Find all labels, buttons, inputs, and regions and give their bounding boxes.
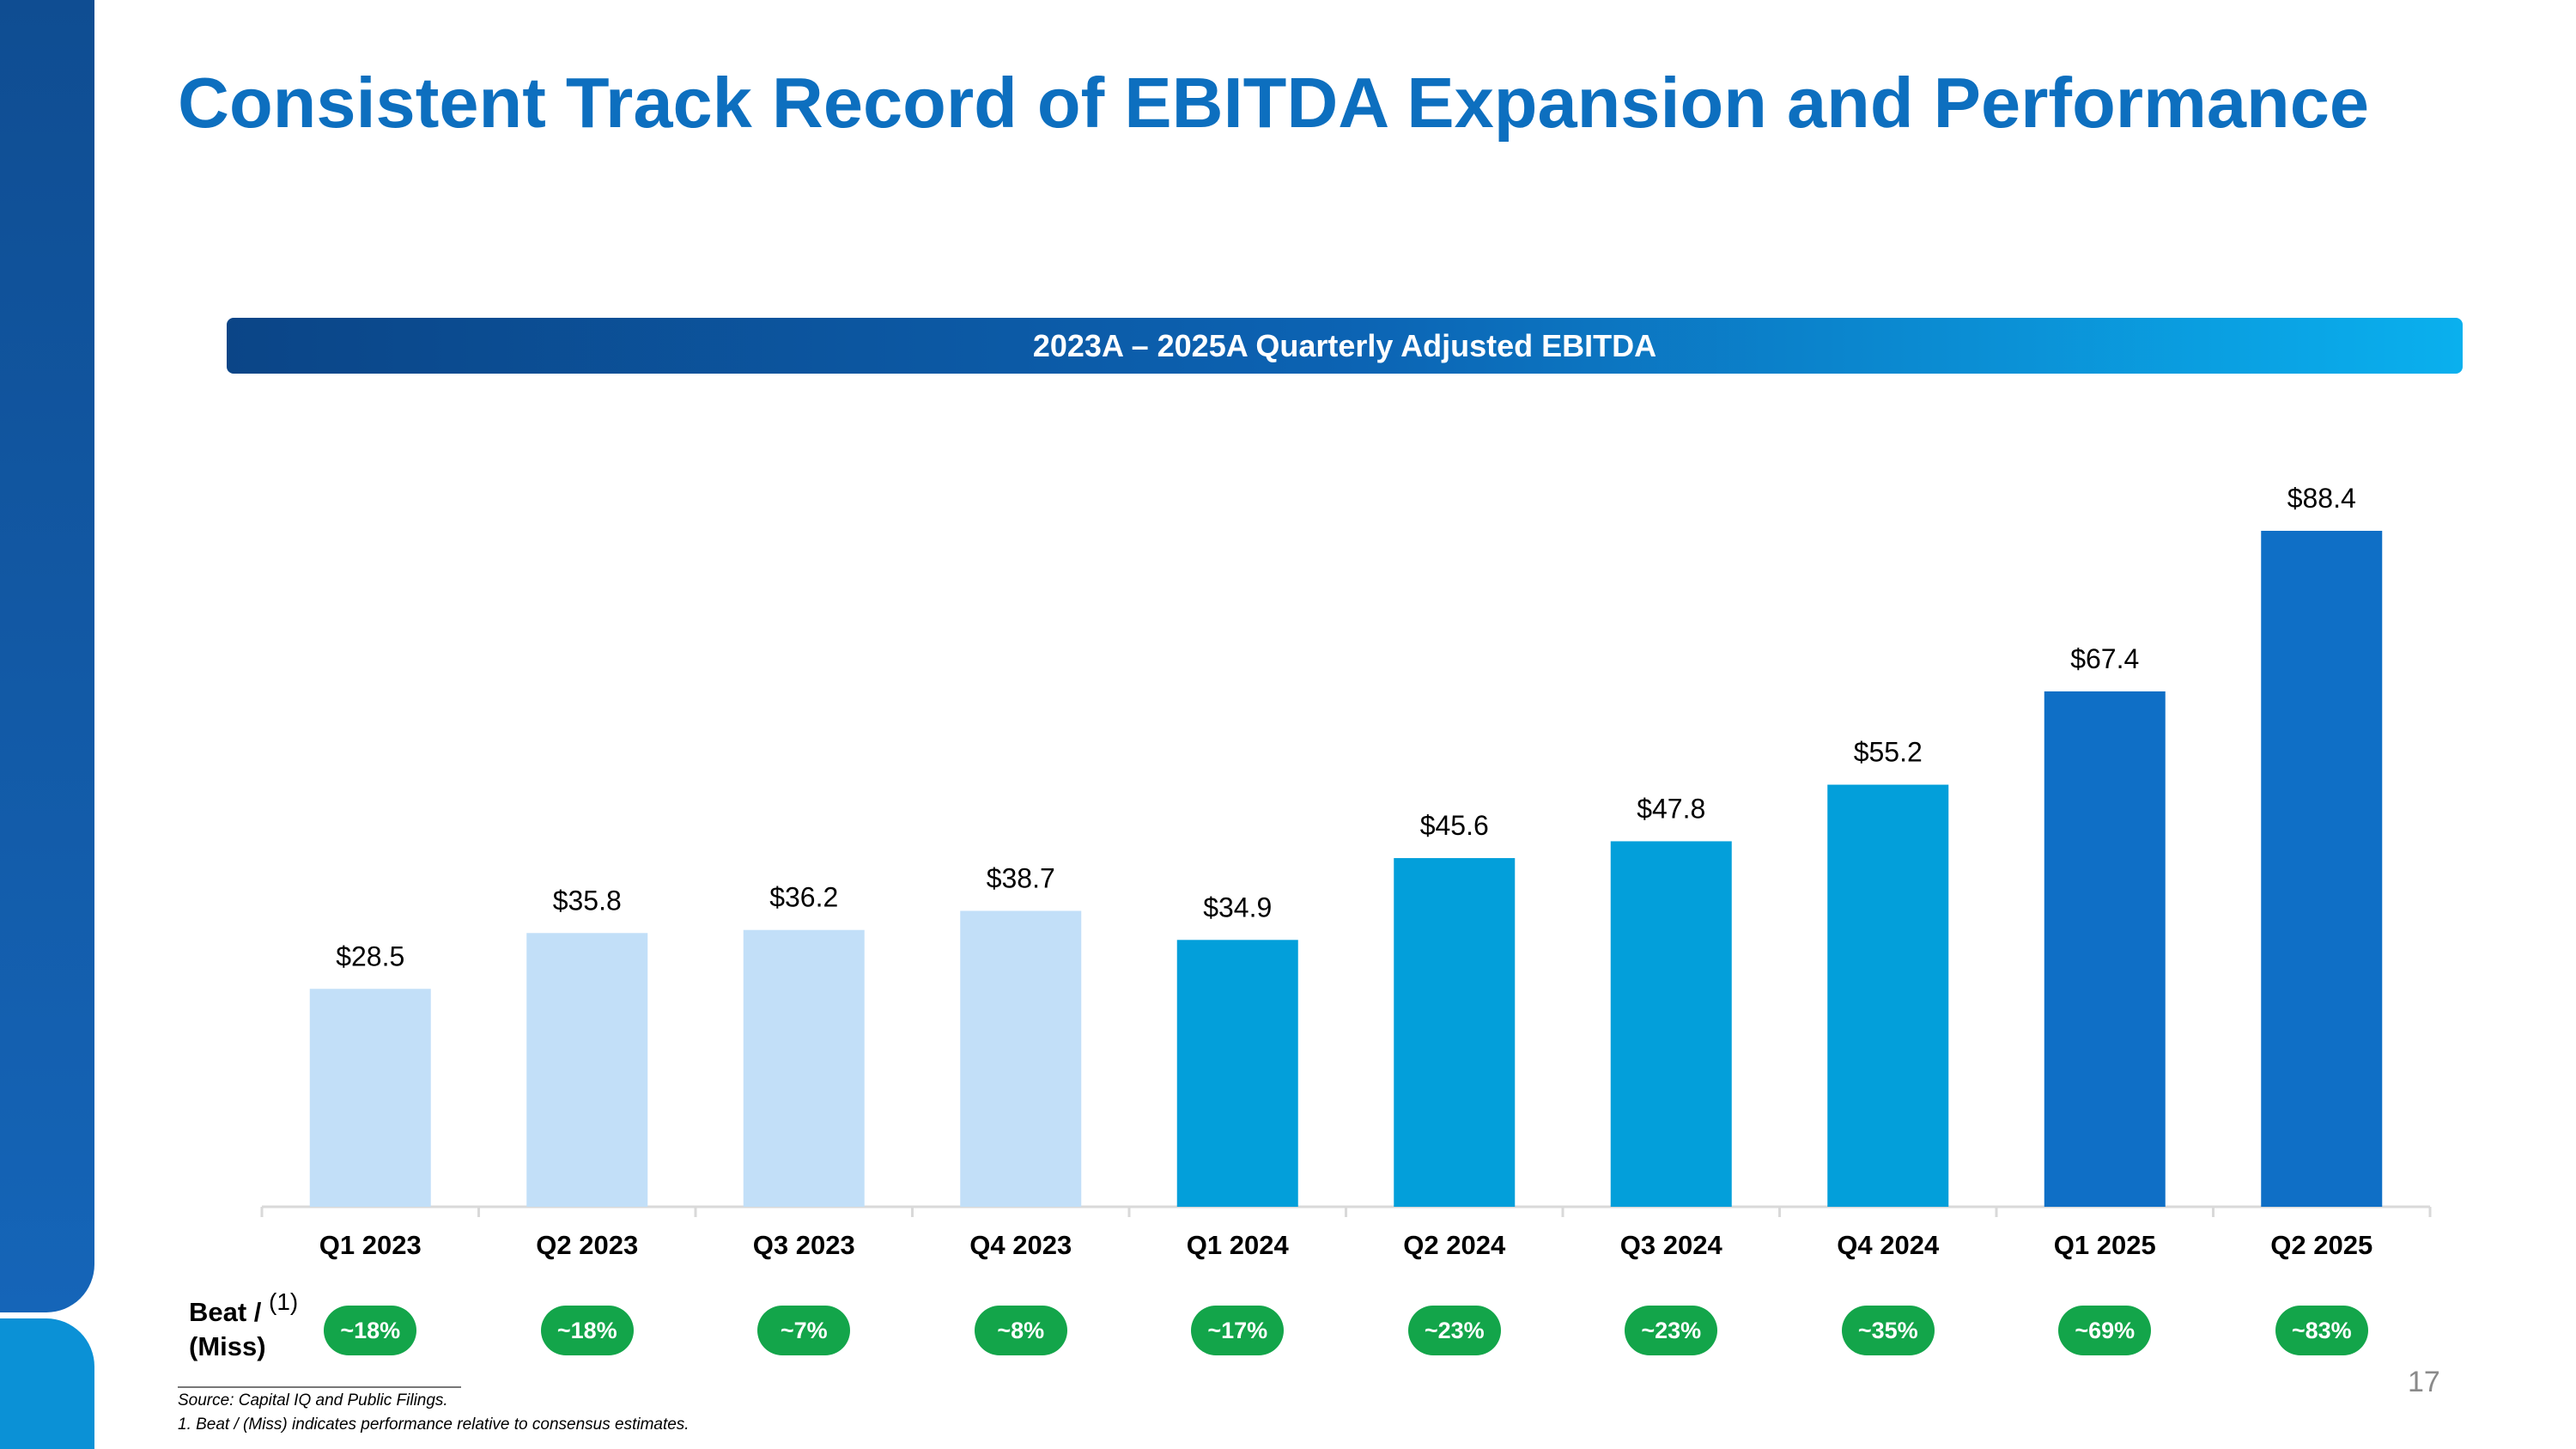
chart-title: 2023A – 2025A Quarterly Adjusted EBITDA: [1032, 327, 1657, 363]
beat-miss-pill: ~18%: [540, 1306, 634, 1355]
x-category-label: Q2 2024: [1403, 1230, 1506, 1260]
bar: [1827, 784, 1949, 1207]
bar-value-label: $34.9: [1203, 892, 1272, 922]
bar-value-label: $45.6: [1420, 810, 1489, 841]
x-category-label: Q2 2025: [2270, 1230, 2372, 1260]
side-accent-bar-bottom: [0, 1318, 94, 1449]
bar: [526, 933, 648, 1207]
page-title: Consistent Track Record of EBITDA Expans…: [178, 63, 2370, 143]
x-category-label: Q4 2023: [969, 1230, 1072, 1260]
bar-value-label: $55.2: [1854, 737, 1923, 768]
bar: [960, 910, 1082, 1207]
bar: [2261, 531, 2383, 1207]
bar: [309, 989, 431, 1207]
bar: [743, 929, 865, 1207]
x-category-label: Q3 2023: [753, 1230, 855, 1260]
x-category-label: Q1 2025: [2054, 1230, 2156, 1260]
bar: [1394, 858, 1516, 1207]
footnote-source: Source: Capital IQ and Public Filings.: [178, 1391, 448, 1409]
beat-miss-pill: ~17%: [1191, 1306, 1285, 1355]
bar-value-label: $38.7: [987, 862, 1055, 893]
bar-value-label: $36.2: [769, 882, 838, 913]
beat-miss-pill: ~23%: [1407, 1306, 1501, 1355]
bar: [2044, 691, 2166, 1207]
x-category-label: Q3 2024: [1620, 1230, 1723, 1260]
x-category-label: Q1 2023: [319, 1230, 422, 1260]
bar: [1176, 940, 1298, 1207]
bar-value-label: $67.4: [2070, 643, 2139, 674]
beat-miss-pill: ~23%: [1625, 1306, 1718, 1355]
bar-value-label: $88.4: [2287, 483, 2356, 514]
footnote-divider: [178, 1386, 461, 1388]
beat-miss-pill: ~35%: [1841, 1306, 1935, 1355]
bar-value-label: $47.8: [1637, 793, 1705, 824]
beat-miss-pill: ~18%: [324, 1306, 417, 1355]
beat-miss-label: Beat / (Miss): [189, 1297, 266, 1361]
beat-miss-pill: ~7%: [757, 1306, 851, 1355]
beat-miss-pill: ~83%: [2275, 1306, 2368, 1355]
page-number: 17: [2408, 1366, 2440, 1398]
bar-value-label: $28.5: [336, 941, 404, 971]
bar: [1610, 841, 1732, 1207]
x-category-label: Q2 2023: [536, 1230, 638, 1260]
beat-miss-pill: ~8%: [974, 1306, 1067, 1355]
x-category-label: Q1 2024: [1187, 1230, 1290, 1260]
beat-miss-footnote-marker: (1): [269, 1288, 299, 1315]
bar-value-label: $35.8: [553, 885, 622, 916]
footnote-1: 1. Beat / (Miss) indicates performance r…: [178, 1416, 690, 1434]
beat-miss-pill: ~69%: [2058, 1306, 2152, 1355]
x-category-label: Q4 2024: [1837, 1230, 1940, 1260]
chart-title-banner: 2023A – 2025A Quarterly Adjusted EBITDA: [227, 318, 2463, 374]
side-accent-bar-top: [0, 0, 94, 1312]
